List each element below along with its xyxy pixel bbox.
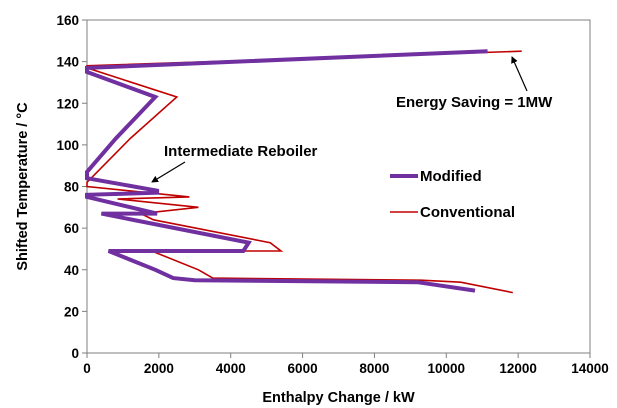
x-tick-label: 4000 <box>216 361 246 376</box>
annotation-label: Intermediate Reboiler <box>164 143 318 160</box>
plot-frame <box>86 19 591 354</box>
series-line-modified <box>85 49 488 293</box>
x-axis-label: Enthalpy Change / kW <box>262 390 415 406</box>
x-tick-label: 12000 <box>499 361 537 376</box>
y-tick-label: 120 <box>56 96 79 111</box>
y-tick-label: 100 <box>56 138 79 153</box>
legend-label-modified: Modified <box>420 168 482 185</box>
annotation-arrow <box>511 56 528 92</box>
legend: Modified Conventional <box>390 168 515 221</box>
x-tick-label: 0 <box>83 361 91 376</box>
x-tick-label: 6000 <box>288 361 318 376</box>
y-tick-label: 60 <box>64 221 79 236</box>
series-layer <box>85 49 522 294</box>
series-line-conventional <box>86 50 522 294</box>
y-tick-label: 0 <box>71 346 79 361</box>
y-tick-label: 80 <box>64 180 79 195</box>
annotation-arrow <box>151 161 186 183</box>
y-tick-label: 140 <box>56 55 79 70</box>
legend-label-conventional: Conventional <box>420 204 515 221</box>
x-tick-label: 10000 <box>428 361 466 376</box>
y-tick-label: 160 <box>56 13 79 28</box>
axes: 0 20 40 60 80 100 120 140 160 0 2000 4000 6000 8000 10… <box>56 13 608 376</box>
y-tick-label: 40 <box>64 263 79 278</box>
x-tick-label: 8000 <box>359 361 389 376</box>
y-axis-label: Shifted Temperature / °C <box>15 102 31 271</box>
y-tick-label: 20 <box>64 304 79 319</box>
annotation-label: Energy Saving = 1MW <box>396 94 553 111</box>
x-tick-label: 2000 <box>144 361 174 376</box>
annotations: Energy Saving = 1MW Intermediate Reboiler <box>151 56 553 183</box>
x-tick-label: 14000 <box>571 361 609 376</box>
